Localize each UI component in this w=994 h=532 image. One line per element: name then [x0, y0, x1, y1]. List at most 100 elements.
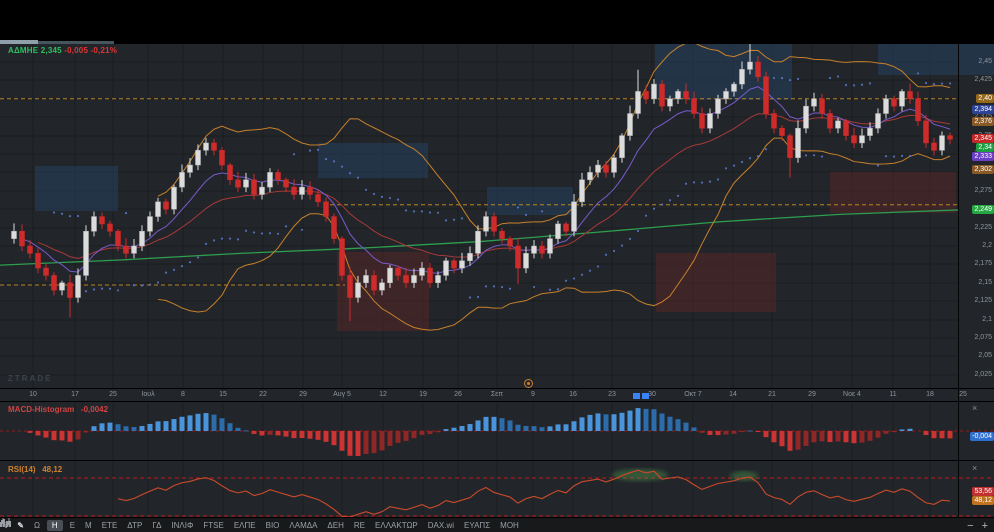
date-tick-label: 17 — [71, 391, 79, 398]
macd-close-icon[interactable]: × — [972, 403, 978, 413]
symbol-tab-ΙΝΛΙΦ[interactable]: ΙΝΛΙΦ — [171, 521, 194, 530]
macd-value-badge: -0,004 — [970, 432, 994, 441]
rsi-badge-top: 53,56 — [972, 487, 994, 496]
symbol-tab-ΔΕΗ[interactable]: ΔΕΗ — [327, 521, 344, 530]
macd-value: -0,0042 — [80, 405, 109, 414]
price-badge: 2,394 — [972, 105, 994, 114]
date-tick-label: Σεπ — [490, 391, 504, 398]
chart-controls: − + — [0, 518, 994, 532]
date-tick-label: 29 — [808, 391, 816, 398]
symbol-tab-ΕΥΑΠΣ[interactable]: ΕΥΑΠΣ — [464, 521, 491, 530]
date-tick-label: Οκτ 7 — [684, 391, 702, 398]
timeframe-button-Ε[interactable]: Ε — [69, 521, 76, 530]
timeframe-button-Μ[interactable]: Μ — [85, 521, 92, 530]
rsi-line — [117, 469, 951, 517]
supply-demand-zones — [35, 44, 994, 331]
rsi-grid — [32, 461, 931, 517]
date-tick-label: 22 — [259, 391, 267, 398]
rsi-overbought-highlight — [730, 471, 758, 481]
price-badge: 2,376 — [972, 117, 994, 126]
price-badge: 2,40 — [976, 94, 994, 103]
window-top-bar — [0, 0, 994, 44]
date-axis[interactable]: 10 17 25 Ιουλ 8 15 22 29 Αυγ 5 12 19 26 Σεπ 9 16 23 30 Οκ… — [0, 388, 994, 402]
date-tick-label: 19 — [419, 391, 427, 398]
symbol-tab-ΒΙΟ[interactable]: ΒΙΟ — [265, 521, 280, 530]
date-tick-label: 25 — [959, 391, 967, 398]
candles — [11, 44, 953, 321]
symbol-tab-ΕΛΛΑΚΤΩΡ[interactable]: ΕΛΛΑΚΤΩΡ — [375, 521, 418, 530]
date-tick-label: 8 — [181, 391, 185, 398]
symbol-tab-RE[interactable]: RE — [353, 521, 366, 530]
zoom-out-button[interactable]: − — [967, 519, 974, 532]
zoom-in-button[interactable]: + — [981, 519, 988, 532]
date-tick-label: 11 — [889, 391, 897, 398]
symbol-tab-DAX.wi[interactable]: DAX.wi — [427, 521, 455, 530]
rsi-close-icon[interactable]: × — [972, 463, 978, 473]
symbol-tab-ΜΟΗ[interactable]: ΜΟΗ — [500, 521, 519, 530]
draw-tool-icon[interactable]: ✎ — [17, 521, 24, 530]
date-tick-label: Νοε 4 — [843, 391, 861, 398]
price-tick-label: 2,025 — [974, 371, 992, 378]
rsi-indicator-name: RSI(14) — [8, 465, 36, 474]
price-tick-label: 2,275 — [974, 187, 992, 194]
date-tick-label: 9 — [531, 391, 535, 398]
price-tick-label: 2,425 — [974, 76, 992, 83]
histogram-view-icon[interactable] — [0, 518, 12, 527]
symbol-tab-ΕΛΠΕ[interactable]: ΕΛΠΕ — [233, 521, 256, 530]
timeframe-button-Ω[interactable]: Ω — [33, 521, 40, 530]
date-tick-label: 14 — [729, 391, 737, 398]
macd-label-row: MACD-Histogram -0,0042 — [8, 405, 108, 414]
rsi-value: 48,12 — [42, 465, 63, 474]
symbol-tab-ΕΤΕ[interactable]: ΕΤΕ — [101, 521, 118, 530]
date-tick-label: 30 — [648, 391, 656, 398]
price-tick-label: 2,075 — [974, 334, 992, 341]
macd-panel[interactable]: MACD-Histogram -0,0042 × — [0, 401, 994, 461]
sar-dots — [52, 72, 952, 299]
symbol-tab-ΛΑΜΔΑ[interactable]: ΛΑΜΔΑ — [289, 521, 318, 530]
macd-bars — [27, 408, 953, 456]
price-badge: 2,333 — [972, 152, 994, 161]
ticker-change: -0,005 — [64, 46, 89, 55]
date-tick-label: 29 — [299, 391, 307, 398]
macd-histogram-canvas — [0, 402, 994, 460]
price-badge: 2,34 — [976, 143, 994, 152]
ticker-price: 2,345 — [40, 46, 62, 55]
timeframe-button-Η[interactable]: Η — [46, 520, 63, 531]
rsi-overbought-highlight — [612, 469, 668, 481]
date-tick-label: Αυγ 5 — [333, 391, 351, 398]
main-price-chart[interactable] — [0, 44, 994, 388]
date-tick-label: 26 — [454, 391, 462, 398]
anchor-point-icon — [524, 379, 533, 388]
price-tick-label: 2,2 — [982, 242, 992, 249]
bollinger-lower — [157, 137, 951, 331]
bollinger-upper — [157, 44, 951, 230]
fast-ema-line — [21, 86, 951, 274]
candlestick-chart-canvas[interactable] — [0, 44, 994, 388]
rsi-label-row: RSI(14) 48,12 — [8, 465, 62, 474]
price-badge: 2,345 — [972, 134, 994, 143]
date-tick-label: 16 — [569, 391, 577, 398]
platform-watermark: ZTRADE — [8, 374, 53, 383]
date-tick-label: 25 — [109, 391, 117, 398]
symbol-tab-ΓΔ[interactable]: ΓΔ — [152, 521, 162, 530]
symbol-tab-FTSE[interactable]: FTSE — [203, 521, 224, 530]
price-badge: 2,249 — [972, 205, 994, 214]
price-axis[interactable]: 2,452,4252,402,3752,352,3252,32,2752,252… — [958, 44, 994, 517]
symbol-tab-ΔΤΡ[interactable]: ΔΤΡ — [127, 521, 143, 530]
date-axis-marker — [633, 393, 640, 399]
symbol-tab-strip: ΕΤΕ ΔΤΡ ΓΔ ΙΝΛΙΦ FTSE ΕΛΠΕ ΒΙΟ ΛΑΜΔΑ ΔΕΗ RE ΕΛΛΑΚΤ… — [97, 521, 524, 530]
date-tick-label: 10 — [29, 391, 37, 398]
rsi-panel[interactable]: RSI(14) 48,12 × — [0, 460, 994, 518]
top-bar-strip — [0, 40, 38, 44]
date-tick-label: 18 — [926, 391, 934, 398]
price-tick-label: 2,05 — [978, 352, 992, 359]
rsi-badge-bottom: 48,12 — [972, 496, 994, 505]
price-tick-label: 2,175 — [974, 260, 992, 267]
price-badge: 2,302 — [972, 165, 994, 174]
price-tick-label: 2,375 — [974, 113, 992, 120]
rsi-canvas — [0, 461, 994, 517]
ticker-symbol: ΑΔΜΗΕ — [8, 46, 39, 55]
date-tick-label: 23 — [608, 391, 616, 398]
